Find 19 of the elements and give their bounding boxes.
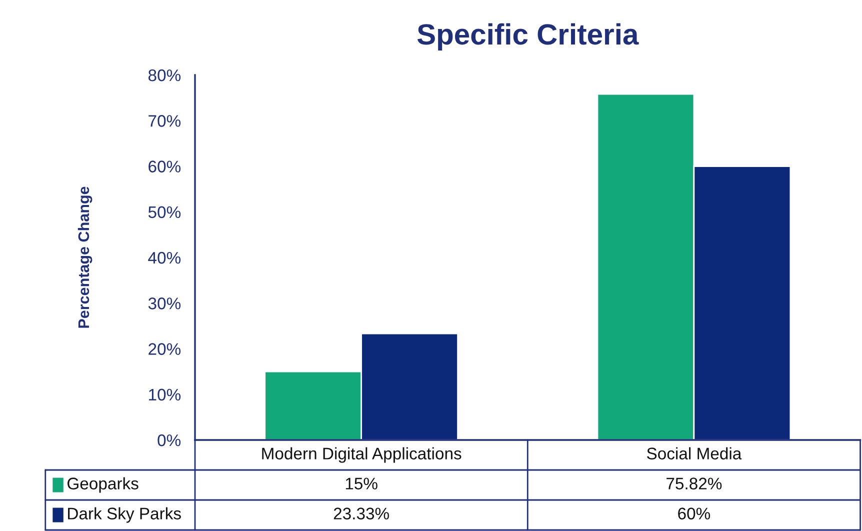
legend-label: Geoparks [68, 477, 138, 493]
y-tick-label: 80% [148, 69, 181, 82]
y-tick-label: 0% [158, 434, 181, 446]
y-tick-label: 60% [148, 160, 181, 172]
x-tick-label: Social Media [647, 447, 742, 460]
y-tick-label: 50% [148, 206, 181, 218]
y-tick-label: 30% [148, 298, 181, 310]
y-tick-label: 10% [149, 388, 181, 401]
y-tick-label: 40% [148, 252, 181, 264]
y-axis-title: Percentage Change [78, 186, 92, 328]
x-tick-label: Modern Digital Applications [262, 447, 462, 463]
data-label: 23.33% [334, 508, 389, 520]
y-tick-label: 20% [148, 343, 181, 355]
chart-title: Specific Criteria [417, 23, 639, 50]
data-label: 75.82% [666, 478, 722, 490]
y-tick-label: 70% [148, 115, 181, 127]
legend-label: Dark Sky Parks [68, 507, 181, 523]
data-label: 15% [346, 478, 378, 490]
data-label: 60% [678, 508, 710, 520]
